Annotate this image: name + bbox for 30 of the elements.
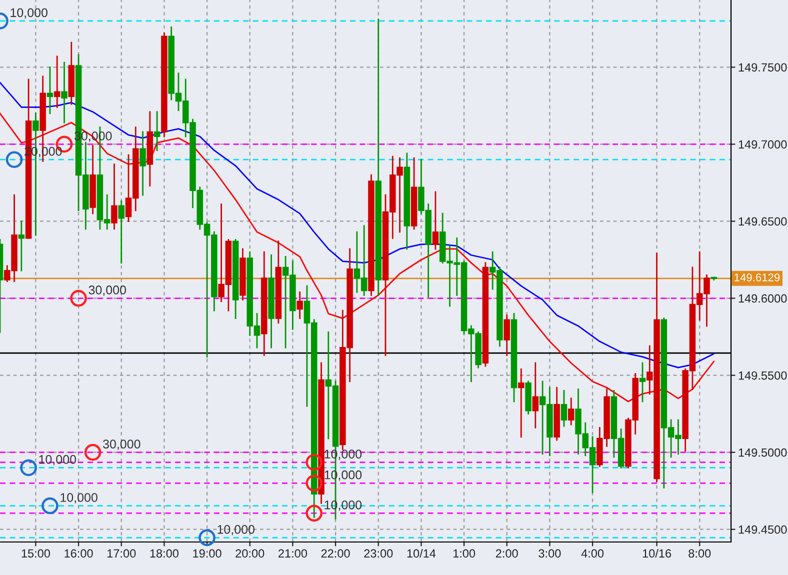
y-tick-label: 149.4500	[738, 525, 787, 534]
y-tick-label: 149.7000	[738, 140, 787, 149]
x-tick-label: 19:00	[193, 549, 222, 558]
annotation: 30,000	[88, 286, 126, 296]
annotation: 10,000	[39, 455, 76, 466]
x-tick-label: 10/14	[407, 548, 436, 558]
x-tick-label: 8:00	[688, 549, 711, 558]
x-tick-label: 16:00	[64, 549, 93, 558]
x-tick-label: 20:00	[236, 549, 264, 558]
x-tick-label: 2:00	[496, 549, 518, 558]
x-tick-label: 1:00	[453, 549, 476, 558]
annotation: 10,000	[10, 8, 48, 19]
x-tick-label: 3:00	[538, 549, 561, 558]
annotation: 10,000	[218, 524, 254, 536]
annotation: 30,000	[103, 440, 140, 450]
x-tick-label: 23:00	[364, 549, 393, 558]
x-tick-label: 15:00	[22, 549, 50, 558]
x-tick-label: 17:00	[107, 549, 136, 558]
x-tick-label: 21:00	[278, 549, 308, 558]
x-tick-label: 10/16	[642, 548, 672, 558]
x-tick-label: 4:00	[581, 549, 604, 558]
y-tick-label: 149.6500	[738, 217, 787, 226]
y-tick-label: 149.5500	[738, 371, 787, 380]
annotation: 10,000	[60, 493, 98, 504]
y-tick-label: 149.6000	[738, 294, 787, 303]
x-tick-label: 22:00	[321, 549, 350, 558]
x-tick-label: 18:00	[150, 549, 179, 558]
ref-line-label: 149.6129	[734, 274, 780, 282]
y-tick-label: 149.7500	[738, 63, 787, 72]
y-tick-label: 149.5000	[738, 448, 787, 457]
